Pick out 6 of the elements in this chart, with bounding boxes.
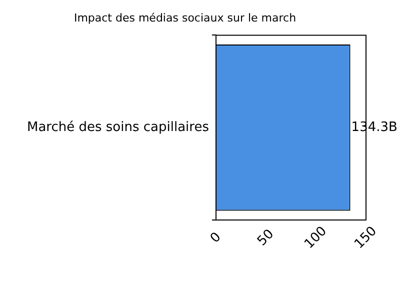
x-tick-label: 100 [302, 224, 330, 252]
y-tick-label: Marché des soins capillaires [26, 120, 210, 135]
x-tick-label: 150 [352, 224, 380, 252]
chart-title: Impact des médias sociaux sur le march [74, 11, 296, 24]
x-tick-label: 50 [254, 226, 278, 250]
x-tick-label: 0 [208, 230, 224, 246]
